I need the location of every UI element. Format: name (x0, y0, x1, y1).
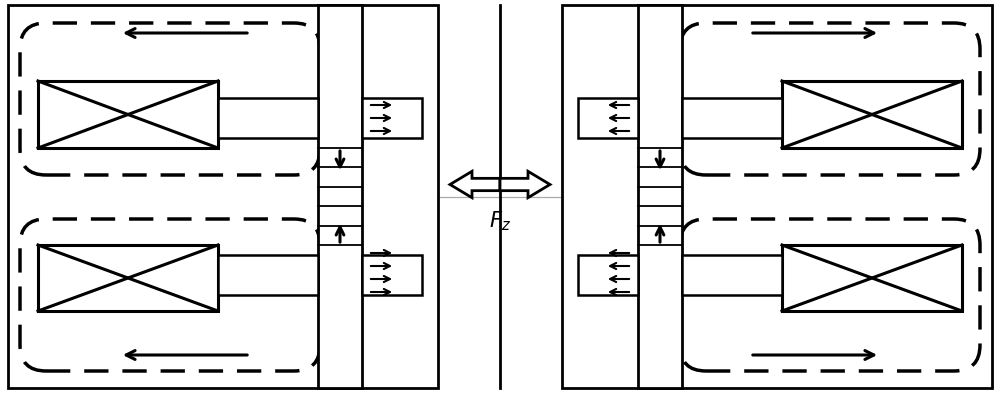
Text: $F_z$: $F_z$ (489, 210, 511, 233)
Bar (682, 255, 782, 295)
Bar (782, 245, 962, 311)
Bar (218, 98, 318, 138)
Bar (38, 81, 218, 148)
Bar (562, 5, 992, 388)
Bar (682, 98, 782, 138)
Bar (318, 5, 362, 388)
Bar (362, 255, 422, 295)
Bar (218, 255, 318, 295)
Bar (578, 255, 638, 295)
Bar (782, 81, 962, 148)
Polygon shape (450, 171, 500, 198)
Bar (362, 98, 422, 138)
Bar (578, 98, 638, 138)
Bar (638, 5, 682, 388)
Bar (38, 245, 218, 311)
Polygon shape (500, 171, 550, 198)
Bar (8, 5, 438, 388)
